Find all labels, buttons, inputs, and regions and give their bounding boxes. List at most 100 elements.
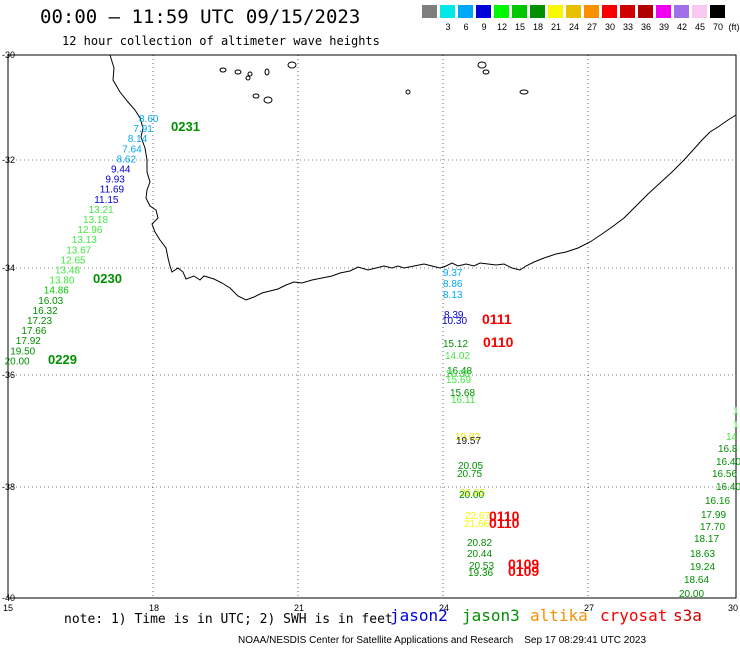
legend-label: 33 xyxy=(622,22,633,32)
legend-swatch xyxy=(602,5,617,18)
lat-tick-label: -32 xyxy=(2,155,15,165)
swh-value: 1 xyxy=(733,420,739,431)
swh-value: 8.14 xyxy=(128,134,148,145)
swh-value: 20.00 xyxy=(5,356,30,367)
swh-value: 15.69 xyxy=(446,375,471,386)
swh-value: 9.93 xyxy=(105,175,125,186)
legend-label: 18 xyxy=(532,22,543,32)
swh-value: 8.60 xyxy=(139,114,159,125)
swh-value: 17.99 xyxy=(701,510,726,521)
swh-value: 11.15 xyxy=(94,195,119,206)
swh-value: 1 xyxy=(733,406,739,417)
swh-value: 17.23 xyxy=(27,316,52,327)
legend-swatch xyxy=(458,5,473,18)
legend-label: 6 xyxy=(463,22,469,32)
time-label-0231: 0231 xyxy=(171,119,200,134)
swh-value: 9.44 xyxy=(111,165,131,176)
legend-swatch xyxy=(620,5,635,18)
swh-value: 13.67 xyxy=(66,245,91,256)
legend-label: 27 xyxy=(586,22,597,32)
swh-value: 19.50 xyxy=(10,346,35,357)
island xyxy=(482,69,490,75)
swh-value: 12.65 xyxy=(61,255,86,266)
swh-value: 14.02 xyxy=(445,351,470,362)
swh-value: 18.63 xyxy=(690,549,715,560)
lon-tick-label: 24 xyxy=(439,603,449,613)
swh-value: 13.80 xyxy=(49,276,74,287)
time-label-0110: 0110 xyxy=(489,508,520,524)
time-label-0230: 0230 xyxy=(93,271,122,286)
island xyxy=(252,93,260,99)
swh-value: 17.70 xyxy=(700,522,725,533)
swh-value: 20.44 xyxy=(467,549,492,560)
legend-swatch xyxy=(710,5,725,18)
swh-value: 10.30 xyxy=(442,316,467,327)
legend-label: 15 xyxy=(514,22,525,32)
swh-value: 20.53 xyxy=(469,561,494,572)
map-frame xyxy=(7,54,737,599)
lat-tick-label: -30 xyxy=(2,50,15,60)
legend-label: 45 xyxy=(694,22,705,32)
legend-swatch xyxy=(512,5,527,18)
time-label-0229: 0229 xyxy=(48,352,77,367)
time-label-0109: 0109 xyxy=(508,563,539,579)
lat-tick-label: -34 xyxy=(2,263,15,273)
swh-value: 20.00 xyxy=(459,490,484,501)
credit-text: NOAA/NESDIS Center for Satellite Applica… xyxy=(238,635,514,646)
legend-swatch xyxy=(566,5,581,18)
swh-value: 19.02 xyxy=(455,432,480,443)
time-label-0111: 0111 xyxy=(482,311,512,327)
time-label-0109: 0109 xyxy=(508,556,539,572)
footer-credit: NOAA/NESDIS Center for Satellite Applica… xyxy=(238,635,646,646)
legend-label: 30 xyxy=(604,22,615,32)
swh-value: 7.64 xyxy=(122,144,142,155)
swh-value: 13.18 xyxy=(83,215,108,226)
swh-value: 20.75 xyxy=(457,469,482,480)
swh-value: 16.8 xyxy=(718,444,738,455)
legend-swatch xyxy=(584,5,599,18)
swh-value: 16.38 xyxy=(445,369,470,380)
island xyxy=(477,61,487,69)
legend-unit: (ft) xyxy=(728,22,740,32)
swh-value: 11.69 xyxy=(100,185,125,196)
legend-label: 12 xyxy=(496,22,507,32)
swh-value: 14.86 xyxy=(44,286,69,297)
lon-tick-label: 30 xyxy=(728,603,738,613)
island xyxy=(519,89,529,95)
legend-swatch xyxy=(692,5,707,18)
map-subtitle: 12 hour collection of altimeter wave hei… xyxy=(62,34,380,48)
swh-value: 19.24 xyxy=(690,562,715,573)
legend-label: 42 xyxy=(676,22,687,32)
island xyxy=(234,69,242,75)
swh-value: 13.21 xyxy=(89,205,114,216)
time-label-0110: 0110 xyxy=(483,334,514,350)
swh-value: 16.03 xyxy=(38,296,63,307)
legend-swatch xyxy=(530,5,545,18)
legend-label: 21 xyxy=(550,22,561,32)
swh-value: 17.66 xyxy=(21,326,46,337)
swh-value: 16.11 xyxy=(451,395,476,406)
swh-value: 16.48 xyxy=(447,366,472,377)
map-title: 00:00 – 11:59 UTC 09/15/2023 xyxy=(40,6,361,28)
legend-label: 39 xyxy=(658,22,669,32)
legend-swatch xyxy=(440,5,455,18)
swh-value: 21.66 xyxy=(464,519,489,530)
swh-value: 8.39 xyxy=(444,310,464,321)
swh-value: 8.62 xyxy=(117,154,137,165)
legend-label: 9 xyxy=(481,22,487,32)
swh-value: 16.56 xyxy=(712,469,737,480)
lon-tick-label: 18 xyxy=(149,603,159,613)
island xyxy=(405,89,411,95)
island xyxy=(245,75,251,81)
swh-value: 18.17 xyxy=(694,534,719,545)
satellite-cryosat-label: cryosat xyxy=(600,606,668,625)
lat-tick-label: -40 xyxy=(2,593,15,603)
legend-swatch xyxy=(638,5,653,18)
island xyxy=(287,61,297,69)
legend-swatch xyxy=(494,5,509,18)
legend-label: 24 xyxy=(568,22,579,32)
swh-value: 12.96 xyxy=(77,225,102,236)
swh-value: 20.82 xyxy=(467,538,492,549)
satellite-jason3-label: jason3 xyxy=(462,606,520,625)
